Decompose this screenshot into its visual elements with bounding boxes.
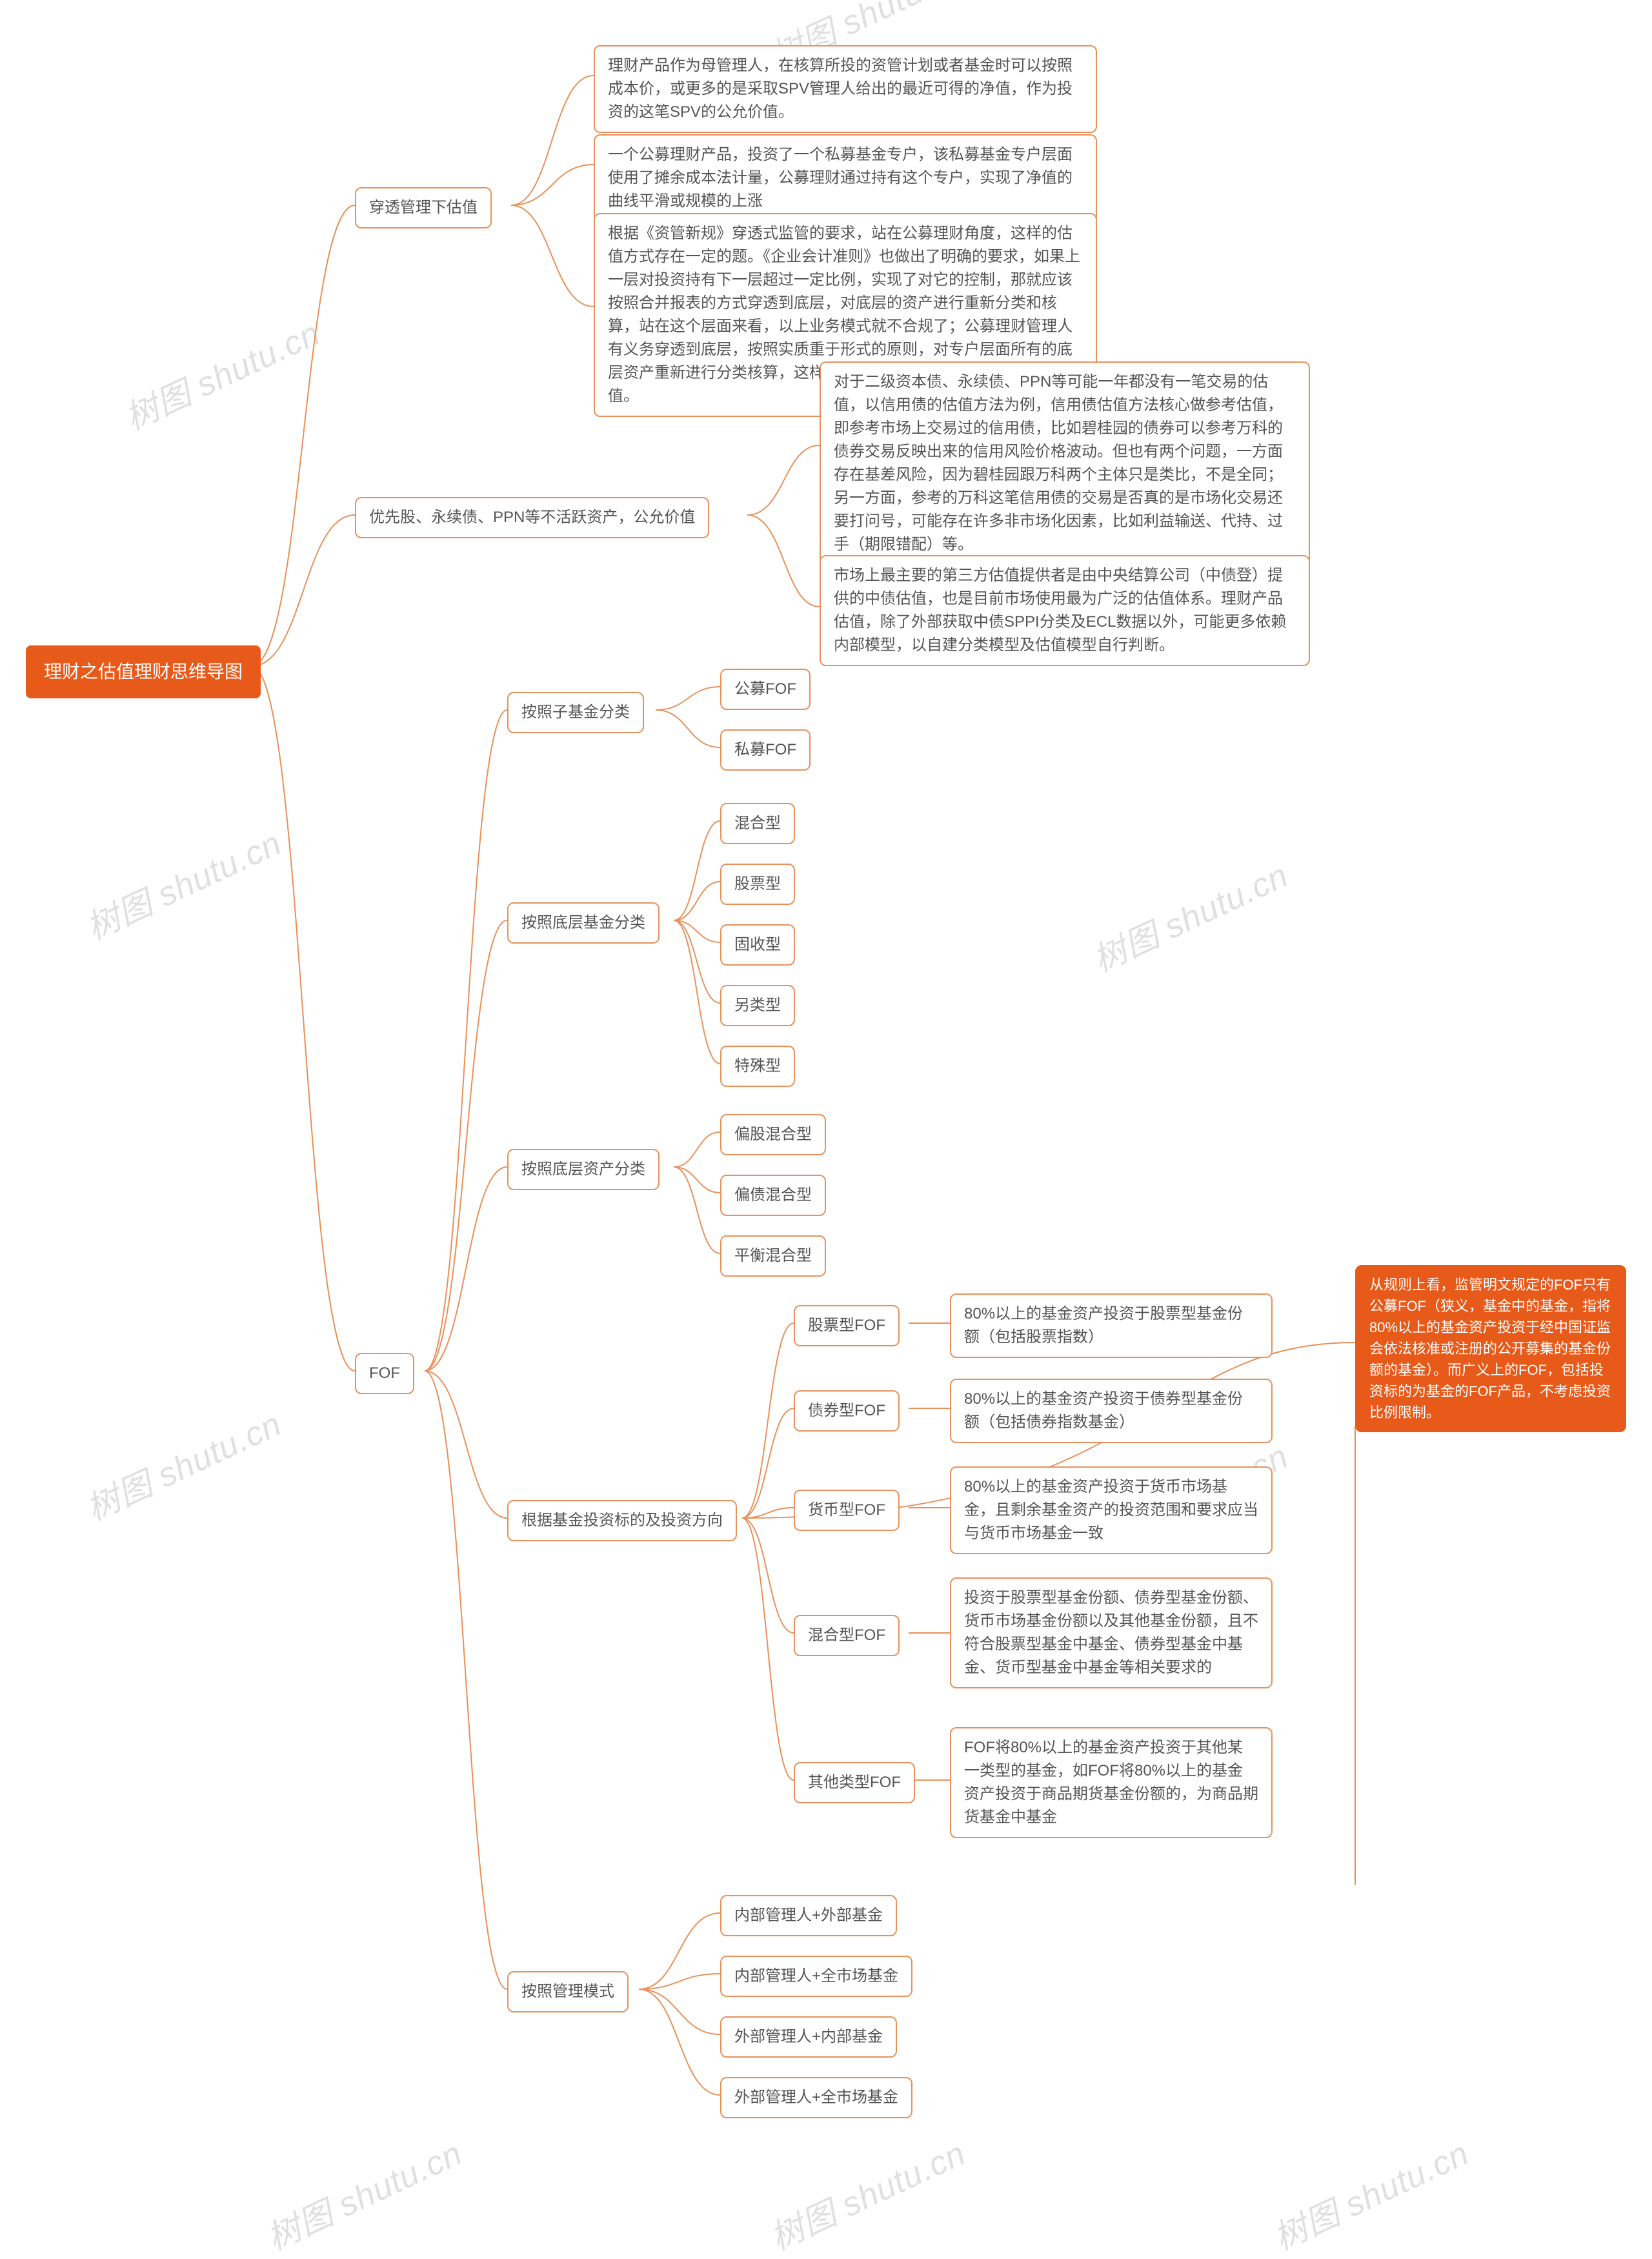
node-target-0-desc: 80%以上的基金资产投资于股票型基金份额（包括股票指数） <box>950 1293 1273 1358</box>
node-inactive-assets: 优先股、永续债、PPN等不活跃资产，公允价值 <box>355 497 709 538</box>
node-penetration-note-0: 理财产品作为母管理人，在核算所投的资管计划或者基金时可以按照成本价，或更多的是采… <box>594 45 1097 133</box>
node-target-3: 混合型FOF <box>794 1615 900 1656</box>
node-by-target-direction: 根据基金投资标的及投资方向 <box>507 1500 737 1541</box>
node-penetration-note-1: 一个公募理财产品，投资了一个私募基金专户，该私募基金专户层面使用了摊余成本法计量… <box>594 134 1097 222</box>
node-target-4-desc: FOF将80%以上的基金资产投资于其他某一类型的基金，如FOF将80%以上的基金… <box>950 1727 1273 1838</box>
node-fof: FOF <box>355 1353 414 1394</box>
node-underlying-asset-1: 偏债混合型 <box>720 1175 826 1216</box>
watermark: 树图 shutu.cn <box>77 1397 288 1530</box>
node-sub-fund-0: 公募FOF <box>720 669 811 710</box>
node-management-3: 外部管理人+全市场基金 <box>720 2077 912 2118</box>
node-penetration: 穿透管理下估值 <box>355 187 492 228</box>
node-underlying-fund-3: 另类型 <box>720 985 795 1026</box>
watermark: 树图 shutu.cn <box>1264 2127 1475 2259</box>
node-underlying-fund-0: 混合型 <box>720 803 795 844</box>
node-underlying-fund-4: 特殊型 <box>720 1046 795 1087</box>
watermark: 树图 shutu.cn <box>1083 849 1294 982</box>
node-target-side-note: 从规则上看，监管明文规定的FOF只有公募FOF（狭义，基金中的基金，指将80%以… <box>1355 1265 1626 1432</box>
node-management-1: 内部管理人+全市场基金 <box>720 1956 912 1997</box>
watermark: 树图 shutu.cn <box>116 307 327 440</box>
node-by-underlying-fund: 按照底层基金分类 <box>507 902 660 944</box>
node-underlying-asset-0: 偏股混合型 <box>720 1114 826 1155</box>
node-target-1: 债券型FOF <box>794 1390 900 1432</box>
node-by-underlying-asset: 按照底层资产分类 <box>507 1149 660 1190</box>
node-by-management: 按照管理模式 <box>507 1971 629 2012</box>
node-target-2: 货币型FOF <box>794 1490 900 1531</box>
node-management-2: 外部管理人+内部基金 <box>720 2016 897 2058</box>
node-underlying-fund-2: 固收型 <box>720 924 795 966</box>
watermark: 树图 shutu.cn <box>77 816 288 949</box>
node-target-4: 其他类型FOF <box>794 1762 915 1803</box>
node-underlying-asset-2: 平衡混合型 <box>720 1235 826 1277</box>
node-inactive-note-0: 对于二级资本债、永续债、PPN等可能一年都没有一笔交易的估值，以信用债的估值方法… <box>820 361 1310 565</box>
node-inactive-note-1: 市场上最主要的第三方估值提供者是由中央结算公司（中债登）提供的中债估值，也是目前… <box>820 555 1310 666</box>
watermark: 树图 shutu.cn <box>761 2127 972 2259</box>
node-target-2-desc: 80%以上的基金资产投资于货币市场基金，且剩余基金资产的投资范围和要求应当与货币… <box>950 1466 1273 1554</box>
node-by-sub-fund: 按照子基金分类 <box>507 692 644 733</box>
node-target-0: 股票型FOF <box>794 1305 900 1346</box>
node-target-3-desc: 投资于股票型基金份额、债券型基金份额、货币市场基金份额以及其他基金份额，且不符合… <box>950 1577 1273 1688</box>
root-node: 理财之估值理财思维导图 <box>26 645 261 698</box>
node-management-0: 内部管理人+外部基金 <box>720 1895 897 1936</box>
node-sub-fund-1: 私募FOF <box>720 729 811 771</box>
watermark: 树图 shutu.cn <box>257 2127 468 2259</box>
node-target-1-desc: 80%以上的基金资产投资于债券型基金份额（包括债券指数基金） <box>950 1379 1273 1443</box>
node-underlying-fund-1: 股票型 <box>720 864 795 905</box>
